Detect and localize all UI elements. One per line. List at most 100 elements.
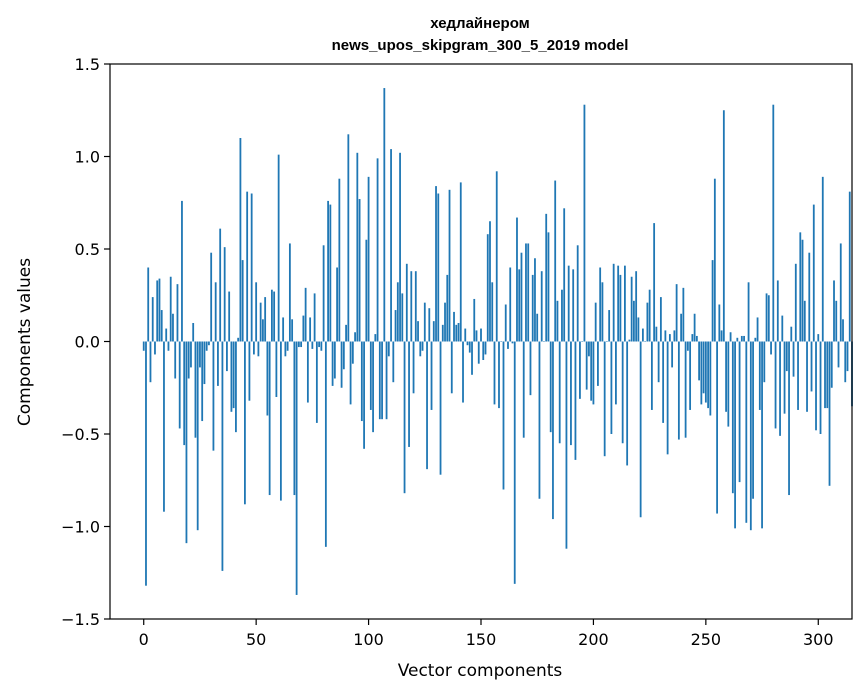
bar-206 [606, 341, 608, 342]
bar-276 [763, 341, 766, 383]
bar-118 [408, 341, 410, 447]
bar-128 [430, 341, 433, 410]
bar-237 [675, 284, 678, 342]
bar-19 [185, 341, 188, 544]
bar-258 [722, 110, 725, 342]
bar-126 [426, 341, 428, 470]
bar-295 [806, 341, 808, 412]
bar-12 [169, 276, 172, 342]
bar-179 [545, 213, 548, 342]
bar-248 [700, 341, 703, 405]
bar-182 [552, 341, 554, 520]
bar-55 [266, 341, 269, 416]
bar-57 [270, 289, 273, 342]
bar-60 [277, 154, 280, 342]
bar-303 [824, 341, 826, 409]
bar-138 [453, 311, 455, 342]
bar-205 [603, 341, 606, 457]
bar-26 [201, 341, 204, 422]
y-tick-label-1: −1.0 [61, 518, 100, 537]
x-tick-label-6: 300 [803, 630, 834, 649]
bar-219 [635, 271, 638, 342]
bar-73 [306, 341, 309, 403]
bar-59 [275, 341, 278, 397]
bar-113 [396, 282, 399, 342]
bar-301 [819, 341, 822, 434]
bar-135 [446, 274, 449, 342]
bar-38 [228, 291, 231, 342]
bar-247 [698, 341, 700, 381]
bar-252 [709, 341, 712, 416]
bar-66 [291, 319, 294, 342]
bar-225 [648, 289, 651, 342]
bar-7 [158, 278, 161, 342]
bar-305 [828, 341, 831, 486]
bar-33 [217, 341, 219, 386]
bar-164 [511, 341, 514, 344]
bar-233 [666, 341, 669, 455]
bar-226 [650, 341, 653, 410]
bar-269 [747, 282, 750, 342]
bar-series [142, 88, 853, 595]
bar-89 [342, 341, 345, 370]
bar-83 [329, 204, 332, 342]
bar-17 [181, 200, 183, 342]
y-tick-label-4: 0.5 [75, 240, 100, 259]
y-tick-label-0: −1.5 [61, 610, 100, 629]
bar-188 [565, 341, 568, 549]
bar-99 [365, 239, 368, 342]
bar-312 [844, 341, 847, 383]
bar-71 [302, 315, 305, 342]
bar-292 [799, 232, 802, 342]
bar-227 [653, 223, 656, 342]
bar-87 [338, 178, 341, 342]
bar-257 [720, 330, 723, 342]
bar-125 [423, 302, 426, 342]
bar-64 [286, 341, 289, 351]
bar-152 [484, 341, 487, 355]
bar-232 [664, 330, 667, 342]
bar-120 [412, 341, 415, 394]
bar-281 [774, 341, 777, 429]
bar-202 [597, 341, 599, 386]
bar-262 [731, 341, 734, 494]
bar-115 [401, 293, 404, 342]
y-tick-label-5: 1.0 [75, 148, 100, 167]
bar-124 [421, 341, 424, 351]
bar-95 [356, 152, 359, 342]
bar-67 [293, 341, 296, 496]
bar-172 [529, 341, 532, 396]
bar-48 [250, 193, 253, 342]
bar-144 [466, 341, 469, 346]
bar-266 [740, 335, 743, 342]
bar-296 [808, 252, 811, 342]
bar-30 [210, 252, 213, 342]
bar-143 [464, 328, 467, 342]
x-tick-label-5: 250 [691, 630, 722, 649]
bar-238 [677, 341, 680, 440]
bar-299 [815, 341, 817, 431]
x-tick-label-3: 150 [466, 630, 497, 649]
bar-49 [253, 341, 255, 355]
bar-142 [462, 341, 464, 403]
bar-129 [432, 321, 435, 342]
bar-314 [848, 191, 851, 342]
bar-114 [399, 152, 401, 342]
bar-203 [599, 267, 602, 342]
bar-127 [428, 308, 431, 342]
bar-274 [758, 341, 761, 410]
bar-139 [455, 324, 458, 342]
bar-267 [743, 335, 745, 342]
bar-36 [223, 247, 226, 342]
bar-27 [203, 341, 206, 385]
bar-212 [619, 274, 622, 342]
bar-162 [507, 341, 509, 349]
bar-42 [237, 337, 240, 342]
bar-171 [527, 243, 530, 342]
bar-9 [163, 341, 165, 512]
chart-title-line1: хедлайнером [430, 15, 530, 32]
bar-47 [248, 341, 251, 401]
bar-101 [369, 341, 372, 410]
bar-133 [441, 324, 444, 342]
